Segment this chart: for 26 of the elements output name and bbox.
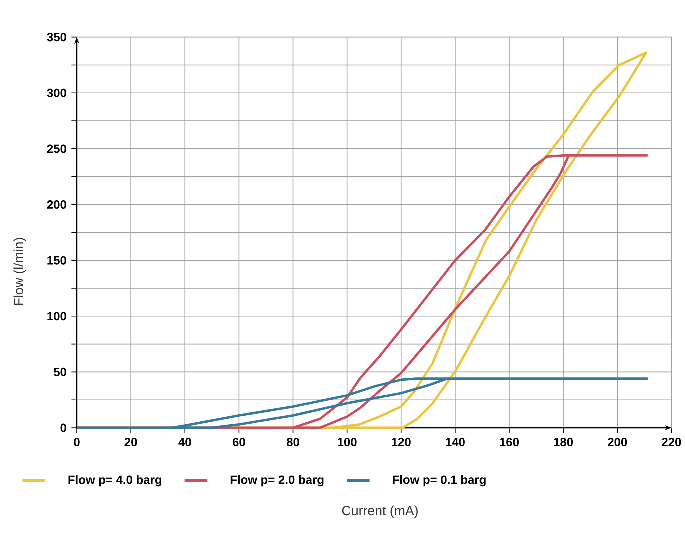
y-tick-label: 200 xyxy=(47,200,66,210)
x-tick-label: 200 xyxy=(608,438,628,447)
legend-label: Flow p= 4.0 barg xyxy=(68,475,162,487)
x-tick-label: 100 xyxy=(338,438,357,447)
x-tick-label: 120 xyxy=(392,438,411,447)
y-tick-label: 300 xyxy=(47,88,66,98)
x-tick-label: 60 xyxy=(232,438,246,447)
x-axis-title: Current (mA) xyxy=(342,506,418,518)
x-tick-label: 180 xyxy=(554,438,574,447)
x-tick-label: 40 xyxy=(178,438,192,447)
legend-label: Flow p= 0.1 barg xyxy=(393,475,486,487)
y-tick-label: 100 xyxy=(48,312,66,321)
y-tick-label: 150 xyxy=(48,256,66,265)
x-tick-label: 160 xyxy=(500,438,520,447)
y-tick-label: 250 xyxy=(47,144,66,154)
y-tick-label: 0 xyxy=(60,424,66,432)
x-tick-label: 140 xyxy=(446,438,465,447)
x-tick-label: 220 xyxy=(662,438,682,447)
y-axis-title: Flow (l/min) xyxy=(14,238,26,306)
x-tick-label: 0 xyxy=(74,438,80,447)
legend-label: Flow p= 2.0 barg xyxy=(230,475,324,487)
y-tick-label: 350 xyxy=(47,33,66,42)
x-tick-label: 20 xyxy=(124,438,138,447)
line-series xyxy=(76,378,649,430)
x-tick-label: 80 xyxy=(286,438,300,447)
y-tick-label: 50 xyxy=(54,368,66,376)
